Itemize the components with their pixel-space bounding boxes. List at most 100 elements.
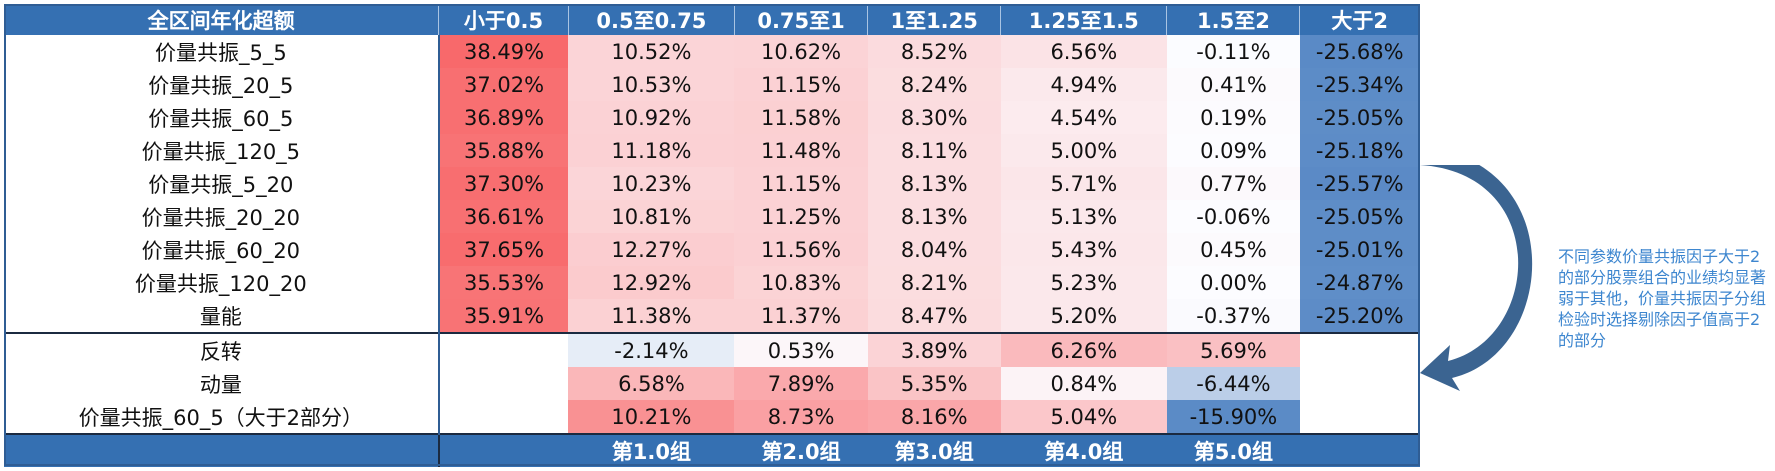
footer-cell: [4, 433, 440, 467]
value-cell: 0.45%: [1166, 233, 1300, 266]
value-cell: 5.20%: [1000, 299, 1167, 333]
value-cell: 36.89%: [438, 101, 569, 134]
value-cell: 8.30%: [867, 101, 1001, 134]
value-cell: -0.06%: [1166, 200, 1300, 233]
value-cell: 8.13%: [867, 167, 1001, 200]
row-label: 量能: [4, 299, 440, 333]
value-cell: 8.47%: [867, 299, 1001, 333]
value-cell: 11.18%: [568, 134, 735, 167]
value-cell: 8.24%: [867, 68, 1001, 101]
value-cell: [438, 332, 569, 367]
table-row: 价量共振_60_20 37.65% 12.27% 11.56% 8.04% 5.43% 0.…: [4, 233, 1420, 266]
value-cell: 8.11%: [867, 134, 1001, 167]
row-label: 价量共振_20_20: [4, 200, 440, 233]
value-cell: 8.73%: [734, 400, 868, 434]
value-cell: 10.23%: [568, 167, 735, 200]
value-cell: 6.26%: [1000, 332, 1167, 367]
header-cell: 1.25至1.5: [1000, 4, 1168, 35]
value-cell: -0.37%: [1166, 299, 1300, 333]
value-cell: -25.01%: [1299, 233, 1420, 266]
value-cell: 0.00%: [1166, 266, 1300, 299]
value-cell: 0.84%: [1000, 367, 1167, 400]
value-cell: 5.23%: [1000, 266, 1167, 299]
value-cell: -2.14%: [568, 332, 735, 367]
row-label: 动量: [4, 367, 440, 400]
value-cell: -15.90%: [1166, 400, 1300, 434]
value-cell: 11.15%: [734, 68, 868, 101]
table-row: 价量共振_60_5（大于2部分） 10.21% 8.73% 8.16% 5.04% -15…: [4, 400, 1420, 434]
header-cell: 1.5至2: [1166, 4, 1301, 35]
value-cell: -25.05%: [1299, 101, 1420, 134]
value-cell: 5.04%: [1000, 400, 1167, 434]
value-cell: 35.53%: [438, 266, 569, 299]
value-cell: 8.04%: [867, 233, 1001, 266]
value-cell: 8.21%: [867, 266, 1001, 299]
value-cell: 37.65%: [438, 233, 569, 266]
value-cell: 0.77%: [1166, 167, 1300, 200]
value-cell: 38.49%: [438, 35, 569, 68]
value-cell: 0.41%: [1166, 68, 1300, 101]
row-label: 价量共振_120_20: [4, 266, 440, 299]
value-cell: 0.53%: [734, 332, 868, 367]
value-cell: 3.89%: [867, 332, 1001, 367]
value-cell: 37.02%: [438, 68, 569, 101]
annotation-note: 不同参数价量共振因子大于2的部分股票组合的业绩均显著弱于其他，价量共振因子分组检…: [1558, 247, 1767, 350]
table-row: 价量共振_60_5 36.89% 10.92% 11.58% 8.30% 4.54% 0.1…: [4, 101, 1420, 134]
footer-cell: 第5.0组: [1166, 433, 1300, 467]
value-cell: 10.81%: [568, 200, 735, 233]
value-cell: 5.71%: [1000, 167, 1167, 200]
value-cell: 4.54%: [1000, 101, 1167, 134]
header-cell: 0.75至1: [734, 4, 869, 35]
value-cell: -25.18%: [1299, 134, 1420, 167]
value-cell: [438, 400, 569, 434]
value-cell: -25.68%: [1299, 35, 1420, 68]
header-cell: 大于2: [1299, 4, 1420, 35]
value-cell: 11.37%: [734, 299, 868, 333]
value-cell: -0.11%: [1166, 35, 1300, 68]
value-cell: -25.34%: [1299, 68, 1420, 101]
value-cell: 11.15%: [734, 167, 868, 200]
value-cell: 8.16%: [867, 400, 1001, 434]
value-cell: 6.56%: [1000, 35, 1167, 68]
value-cell: 10.92%: [568, 101, 735, 134]
footer-cell: 第1.0组: [568, 433, 735, 467]
row-label: 价量共振_20_5: [4, 68, 440, 101]
value-cell: 10.53%: [568, 68, 735, 101]
footer-cell: 第4.0组: [1000, 433, 1167, 467]
row-label: 价量共振_60_20: [4, 233, 440, 266]
value-cell: 11.25%: [734, 200, 868, 233]
value-cell: [438, 367, 569, 400]
value-cell: 5.00%: [1000, 134, 1167, 167]
value-cell: 7.89%: [734, 367, 868, 400]
value-cell: 5.43%: [1000, 233, 1167, 266]
header-cell: 0.5至0.75: [568, 4, 735, 35]
value-cell: 37.30%: [438, 167, 569, 200]
value-cell: 0.19%: [1166, 101, 1300, 134]
value-cell: -25.20%: [1299, 299, 1420, 333]
value-cell: 12.92%: [568, 266, 735, 299]
table-row: 价量共振_5_5 38.49% 10.52% 10.62% 8.52% 6.56% -0.1…: [4, 35, 1420, 68]
excess-return-table: 全区间年化超额 小于0.5 0.5至0.75 0.75至1 1至1.25 1.2…: [4, 4, 1420, 467]
value-cell: -24.87%: [1299, 266, 1420, 299]
value-cell: 11.48%: [734, 134, 868, 167]
header-cell: 1至1.25: [867, 4, 1002, 35]
row-label: 价量共振_5_20: [4, 167, 440, 200]
value-cell: 11.58%: [734, 101, 868, 134]
footer-cell: 第3.0组: [867, 433, 1001, 467]
value-cell: 11.56%: [734, 233, 868, 266]
footer-cell: 第2.0组: [734, 433, 868, 467]
table-row: 价量共振_20_20 36.61% 10.81% 11.25% 8.13% 5.13% -0…: [4, 200, 1420, 233]
value-cell: 10.21%: [568, 400, 735, 434]
value-cell: 11.38%: [568, 299, 735, 333]
value-cell: 8.13%: [867, 200, 1001, 233]
value-cell: 10.52%: [568, 35, 735, 68]
value-cell: 5.13%: [1000, 200, 1167, 233]
header-row: 全区间年化超额 小于0.5 0.5至0.75 0.75至1 1至1.25 1.2…: [4, 4, 1420, 35]
header-cell: 全区间年化超额: [4, 4, 440, 35]
value-cell: 0.09%: [1166, 134, 1300, 167]
value-cell: 35.91%: [438, 299, 569, 333]
table-row: 价量共振_20_5 37.02% 10.53% 11.15% 8.24% 4.94% 0.4…: [4, 68, 1420, 101]
value-cell: 36.61%: [438, 200, 569, 233]
row-label: 反转: [4, 332, 440, 367]
value-cell: 8.52%: [867, 35, 1001, 68]
